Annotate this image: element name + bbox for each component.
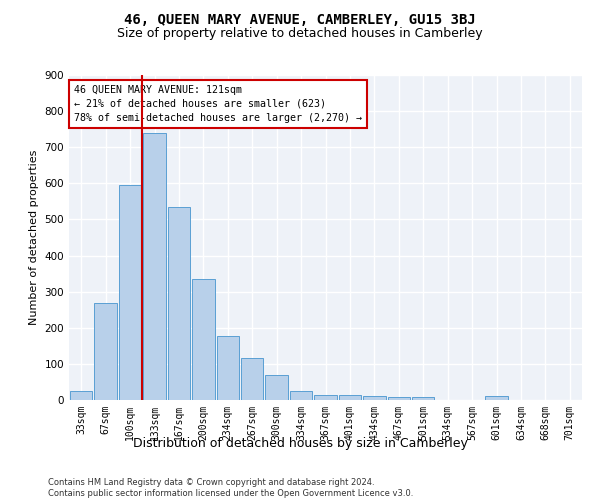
Bar: [143, 133, 166, 400]
Bar: [70, 391, 92, 400]
Bar: [363, 396, 386, 400]
Bar: [412, 397, 434, 400]
Bar: [167, 207, 190, 400]
Bar: [485, 396, 508, 400]
Bar: [217, 336, 239, 400]
Text: Size of property relative to detached houses in Camberley: Size of property relative to detached ho…: [117, 28, 483, 40]
Bar: [290, 391, 313, 400]
Bar: [241, 358, 263, 400]
Bar: [265, 376, 288, 400]
Text: Contains HM Land Registry data © Crown copyright and database right 2024.
Contai: Contains HM Land Registry data © Crown c…: [48, 478, 413, 498]
Y-axis label: Number of detached properties: Number of detached properties: [29, 150, 39, 325]
Bar: [338, 395, 361, 400]
Bar: [388, 397, 410, 400]
Bar: [94, 302, 117, 400]
Bar: [192, 279, 215, 400]
Bar: [314, 395, 337, 400]
Text: 46, QUEEN MARY AVENUE, CAMBERLEY, GU15 3BJ: 46, QUEEN MARY AVENUE, CAMBERLEY, GU15 3…: [124, 12, 476, 26]
Text: 46 QUEEN MARY AVENUE: 121sqm
← 21% of detached houses are smaller (623)
78% of s: 46 QUEEN MARY AVENUE: 121sqm ← 21% of de…: [74, 84, 362, 122]
Bar: [119, 185, 142, 400]
Text: Distribution of detached houses by size in Camberley: Distribution of detached houses by size …: [133, 438, 467, 450]
